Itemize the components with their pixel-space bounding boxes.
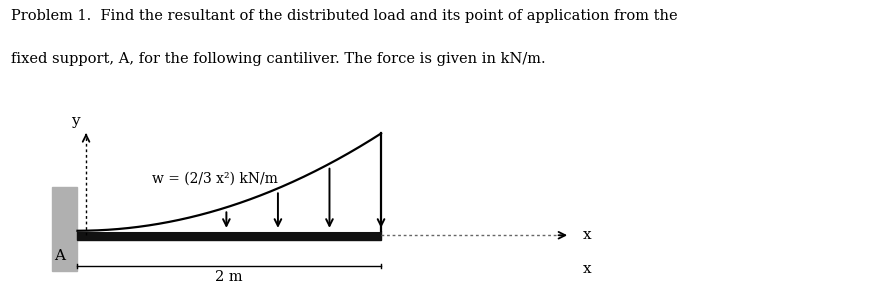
- Text: Problem 1.  Find the resultant of the distributed load and its point of applicat: Problem 1. Find the resultant of the dis…: [11, 9, 678, 23]
- Text: x: x: [583, 262, 592, 275]
- Text: 2 m: 2 m: [215, 270, 243, 284]
- Text: w = (2/3 x²) kN/m: w = (2/3 x²) kN/m: [152, 172, 277, 186]
- Text: fixed support, A, for the following cantiliver. The force is given in kN/m.: fixed support, A, for the following cant…: [11, 52, 546, 66]
- Bar: [78, 231, 381, 240]
- Text: A: A: [54, 249, 66, 263]
- Bar: [52, 187, 78, 271]
- Text: x: x: [583, 228, 592, 242]
- Text: y: y: [71, 114, 80, 128]
